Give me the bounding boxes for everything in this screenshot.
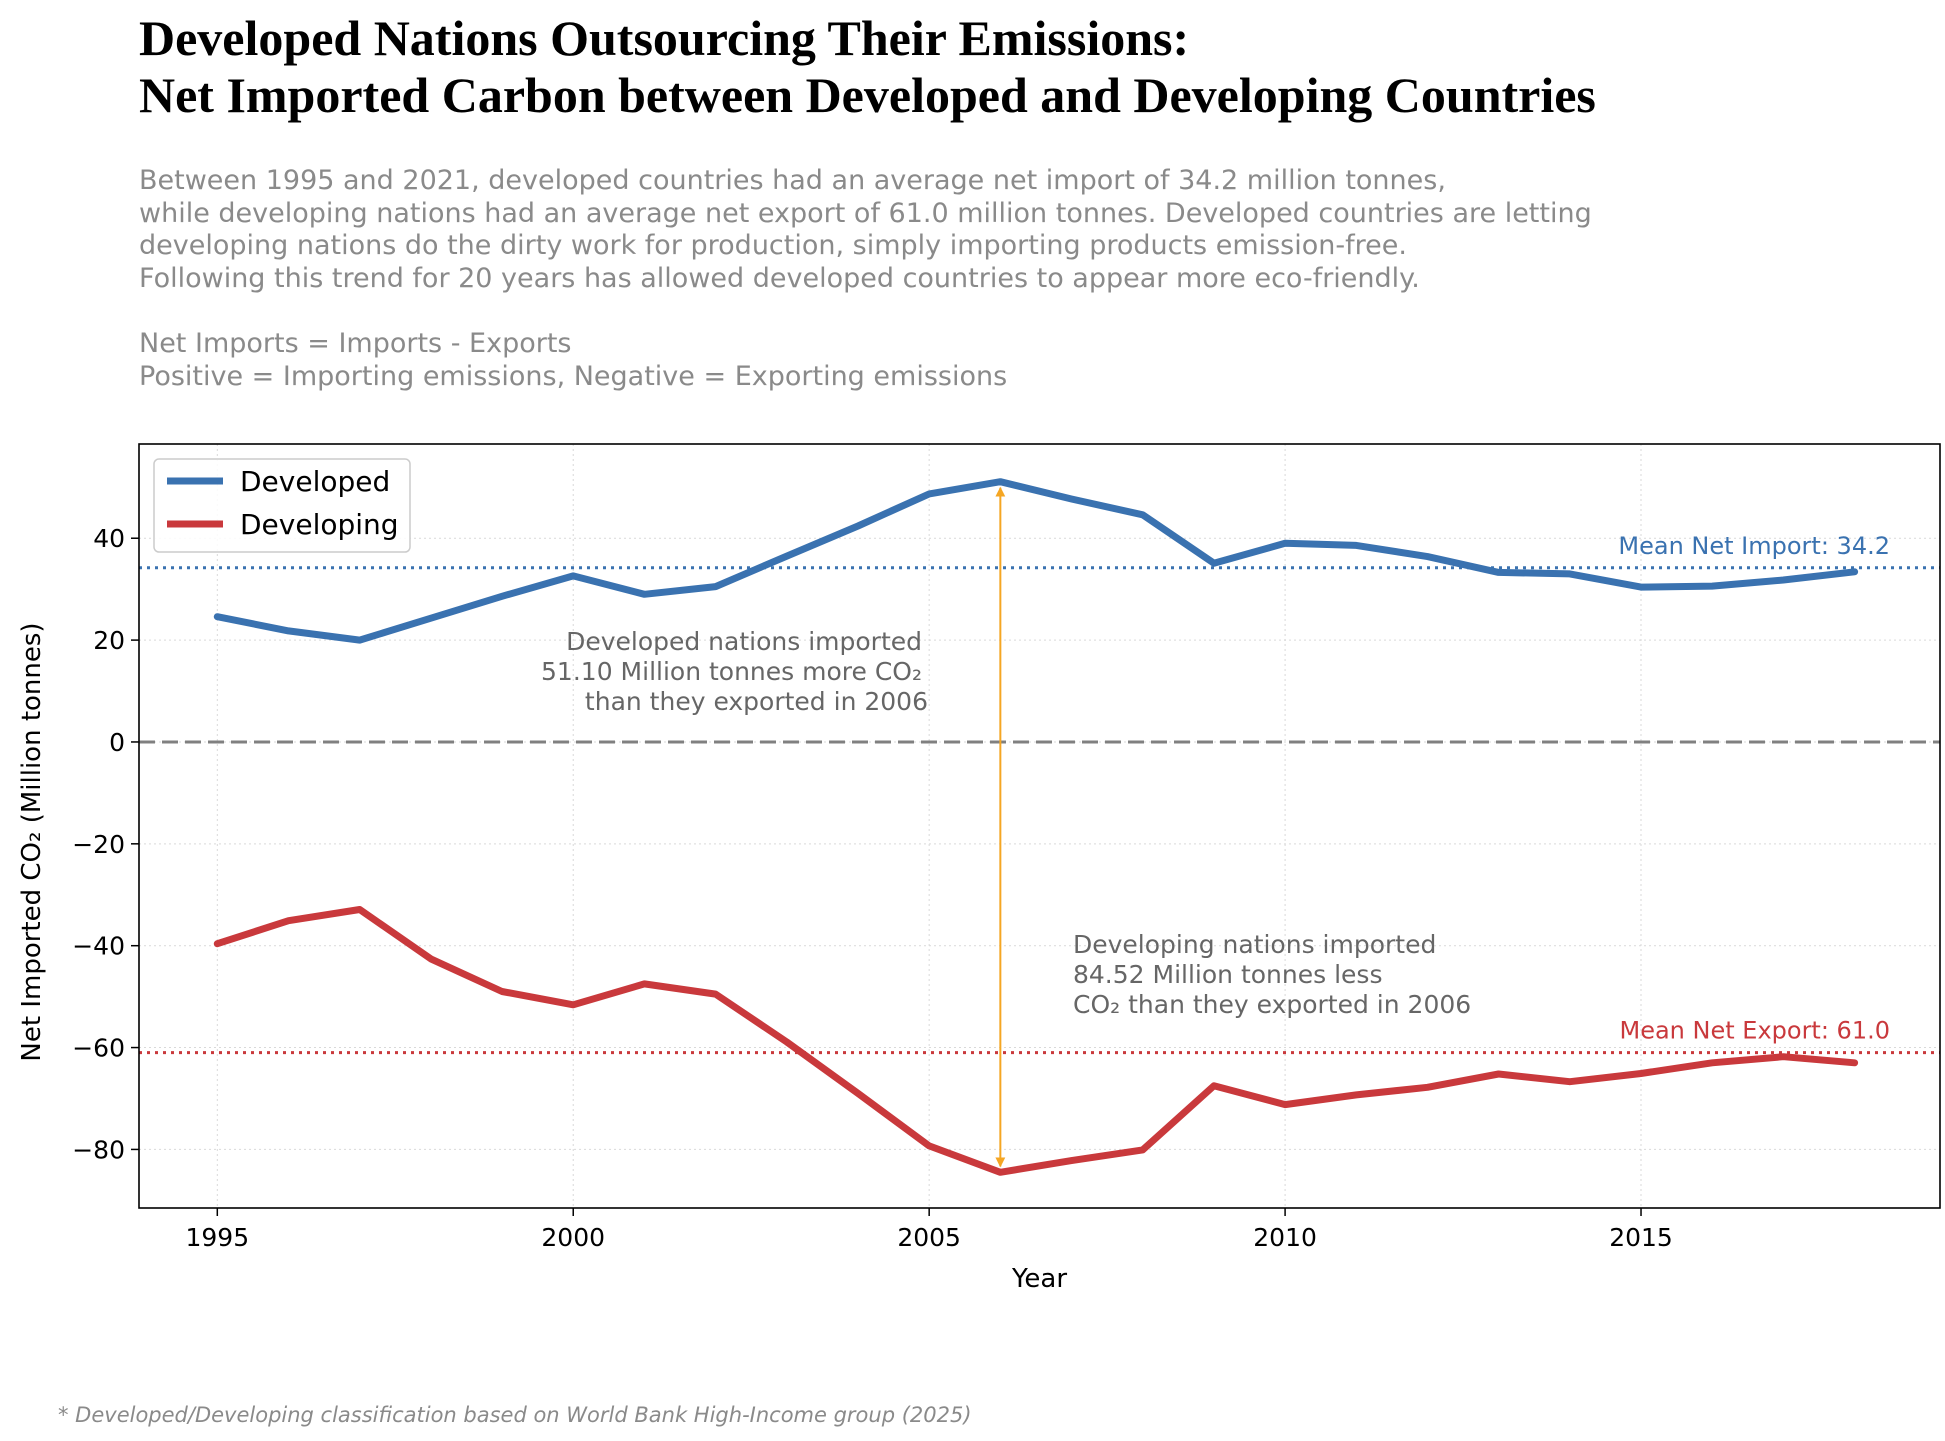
y-tick-label: −60 [72, 1034, 125, 1063]
y-tick-label: −80 [72, 1135, 125, 1164]
developed-annotation-line: Developed nations imported [566, 627, 922, 656]
chart-description: Between 1995 and 2021, developed countri… [139, 165, 1592, 393]
y-axis-label: Net Imported CO₂ (Million tonnes) [17, 622, 47, 1061]
y-tick-label: 40 [93, 524, 125, 553]
y-tick-label: 20 [93, 626, 125, 655]
x-tick-label: 2010 [1253, 1223, 1317, 1252]
x-tick-label: 1995 [185, 1223, 249, 1252]
legend-label-developed: Developed [240, 465, 390, 498]
developed-annotation-line: than they exported in 2006 [585, 687, 928, 716]
series-line-developed [213, 478, 1859, 644]
developing-annotation-line: CO₂ than they exported in 2006 [1073, 990, 1471, 1019]
y-tick-label: 0 [109, 728, 125, 757]
plot-frame [138, 443, 1941, 1209]
y-tick-label: −40 [72, 932, 125, 961]
mean-export-label: Mean Net Export: 61.0 [1620, 1017, 1891, 1045]
title-line-1: Developed Nations Outsourcing Their Emis… [139, 10, 1190, 66]
footnote: * Developed/Developing classification ba… [58, 1403, 972, 1427]
developing-annotation-line: 84.52 Million tonnes less [1073, 960, 1382, 989]
legend: Developed Developing [153, 458, 411, 553]
title-line-2: Net Imported Carbon between Developed an… [139, 67, 1596, 123]
description-line-2: while developing nations had an average … [139, 197, 1592, 229]
formula-line-2: Positive = Importing emissions, Negative… [139, 360, 1008, 392]
mean-import-label: Mean Net Import: 34.2 [1618, 532, 1890, 560]
developing-annotation-line: Developing nations imported [1073, 930, 1436, 959]
legend-label-developing: Developing [240, 508, 399, 541]
x-axis-label: Year [1011, 1264, 1067, 1294]
x-tick-label: 2015 [1609, 1223, 1673, 1252]
x-tick-label: 2000 [541, 1223, 605, 1252]
formula-line-1: Net Imports = Imports - Exports [139, 328, 572, 359]
y-tick-label: −20 [72, 830, 125, 859]
description-line-4: Following this trend for 20 years has al… [139, 262, 1420, 294]
chart-title: Developed Nations Outsourcing Their Emis… [139, 10, 1596, 124]
x-tick-label: 2005 [897, 1223, 961, 1252]
description-line-3: developing nations do the dirty work for… [139, 230, 1407, 261]
series-line-developing [213, 906, 1859, 1176]
description-line-1: Between 1995 and 2021, developed countri… [139, 165, 1446, 196]
developed-annotation-line: 51.10 Million tonnes more CO₂ [541, 657, 922, 686]
